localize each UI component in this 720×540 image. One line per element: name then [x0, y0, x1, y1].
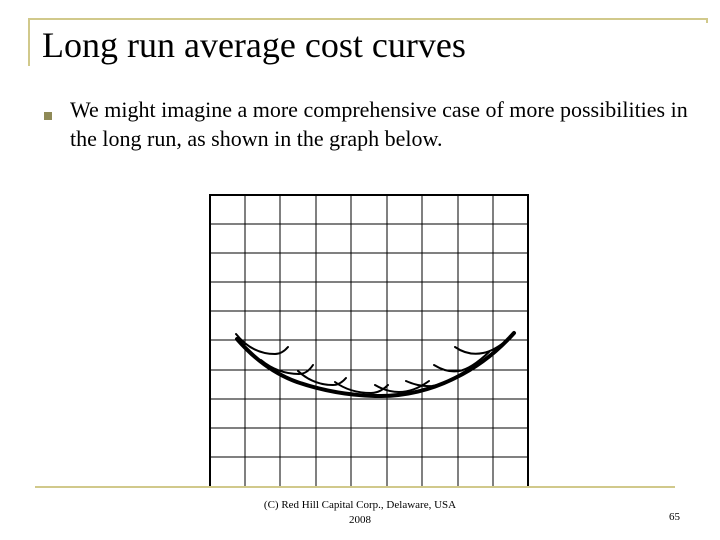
- slide-title: Long run average cost curves: [42, 25, 466, 65]
- graph-border: [209, 194, 529, 488]
- short-run-curve-7: [433, 351, 490, 373]
- short-run-curve-1: [235, 333, 289, 355]
- footer-copyright-line-1: (C) Red Hill Capital Corp., Delaware, US…: [263, 499, 457, 511]
- bullet-text: We might imagine a more comprehensive ca…: [70, 97, 688, 151]
- page-number: 65: [669, 511, 680, 523]
- cost-curve-graph: [209, 194, 529, 488]
- title-right-rule-stub: [706, 18, 708, 23]
- footer-copyright-line-2: 2008: [349, 513, 371, 526]
- long-run-average-cost-curve: [235, 331, 516, 399]
- title-top-rule: [28, 18, 708, 20]
- short-run-curve-3: [297, 370, 347, 386]
- title-left-rule: [28, 18, 30, 66]
- footer-copyright: (C) Red Hill Capital Corp., Delaware, US…: [250, 498, 470, 528]
- bullet-square-icon: [44, 112, 52, 120]
- footer-rule: [35, 486, 675, 488]
- short-run-cost-curves: [235, 333, 513, 394]
- graph-grid-lines: [210, 195, 528, 487]
